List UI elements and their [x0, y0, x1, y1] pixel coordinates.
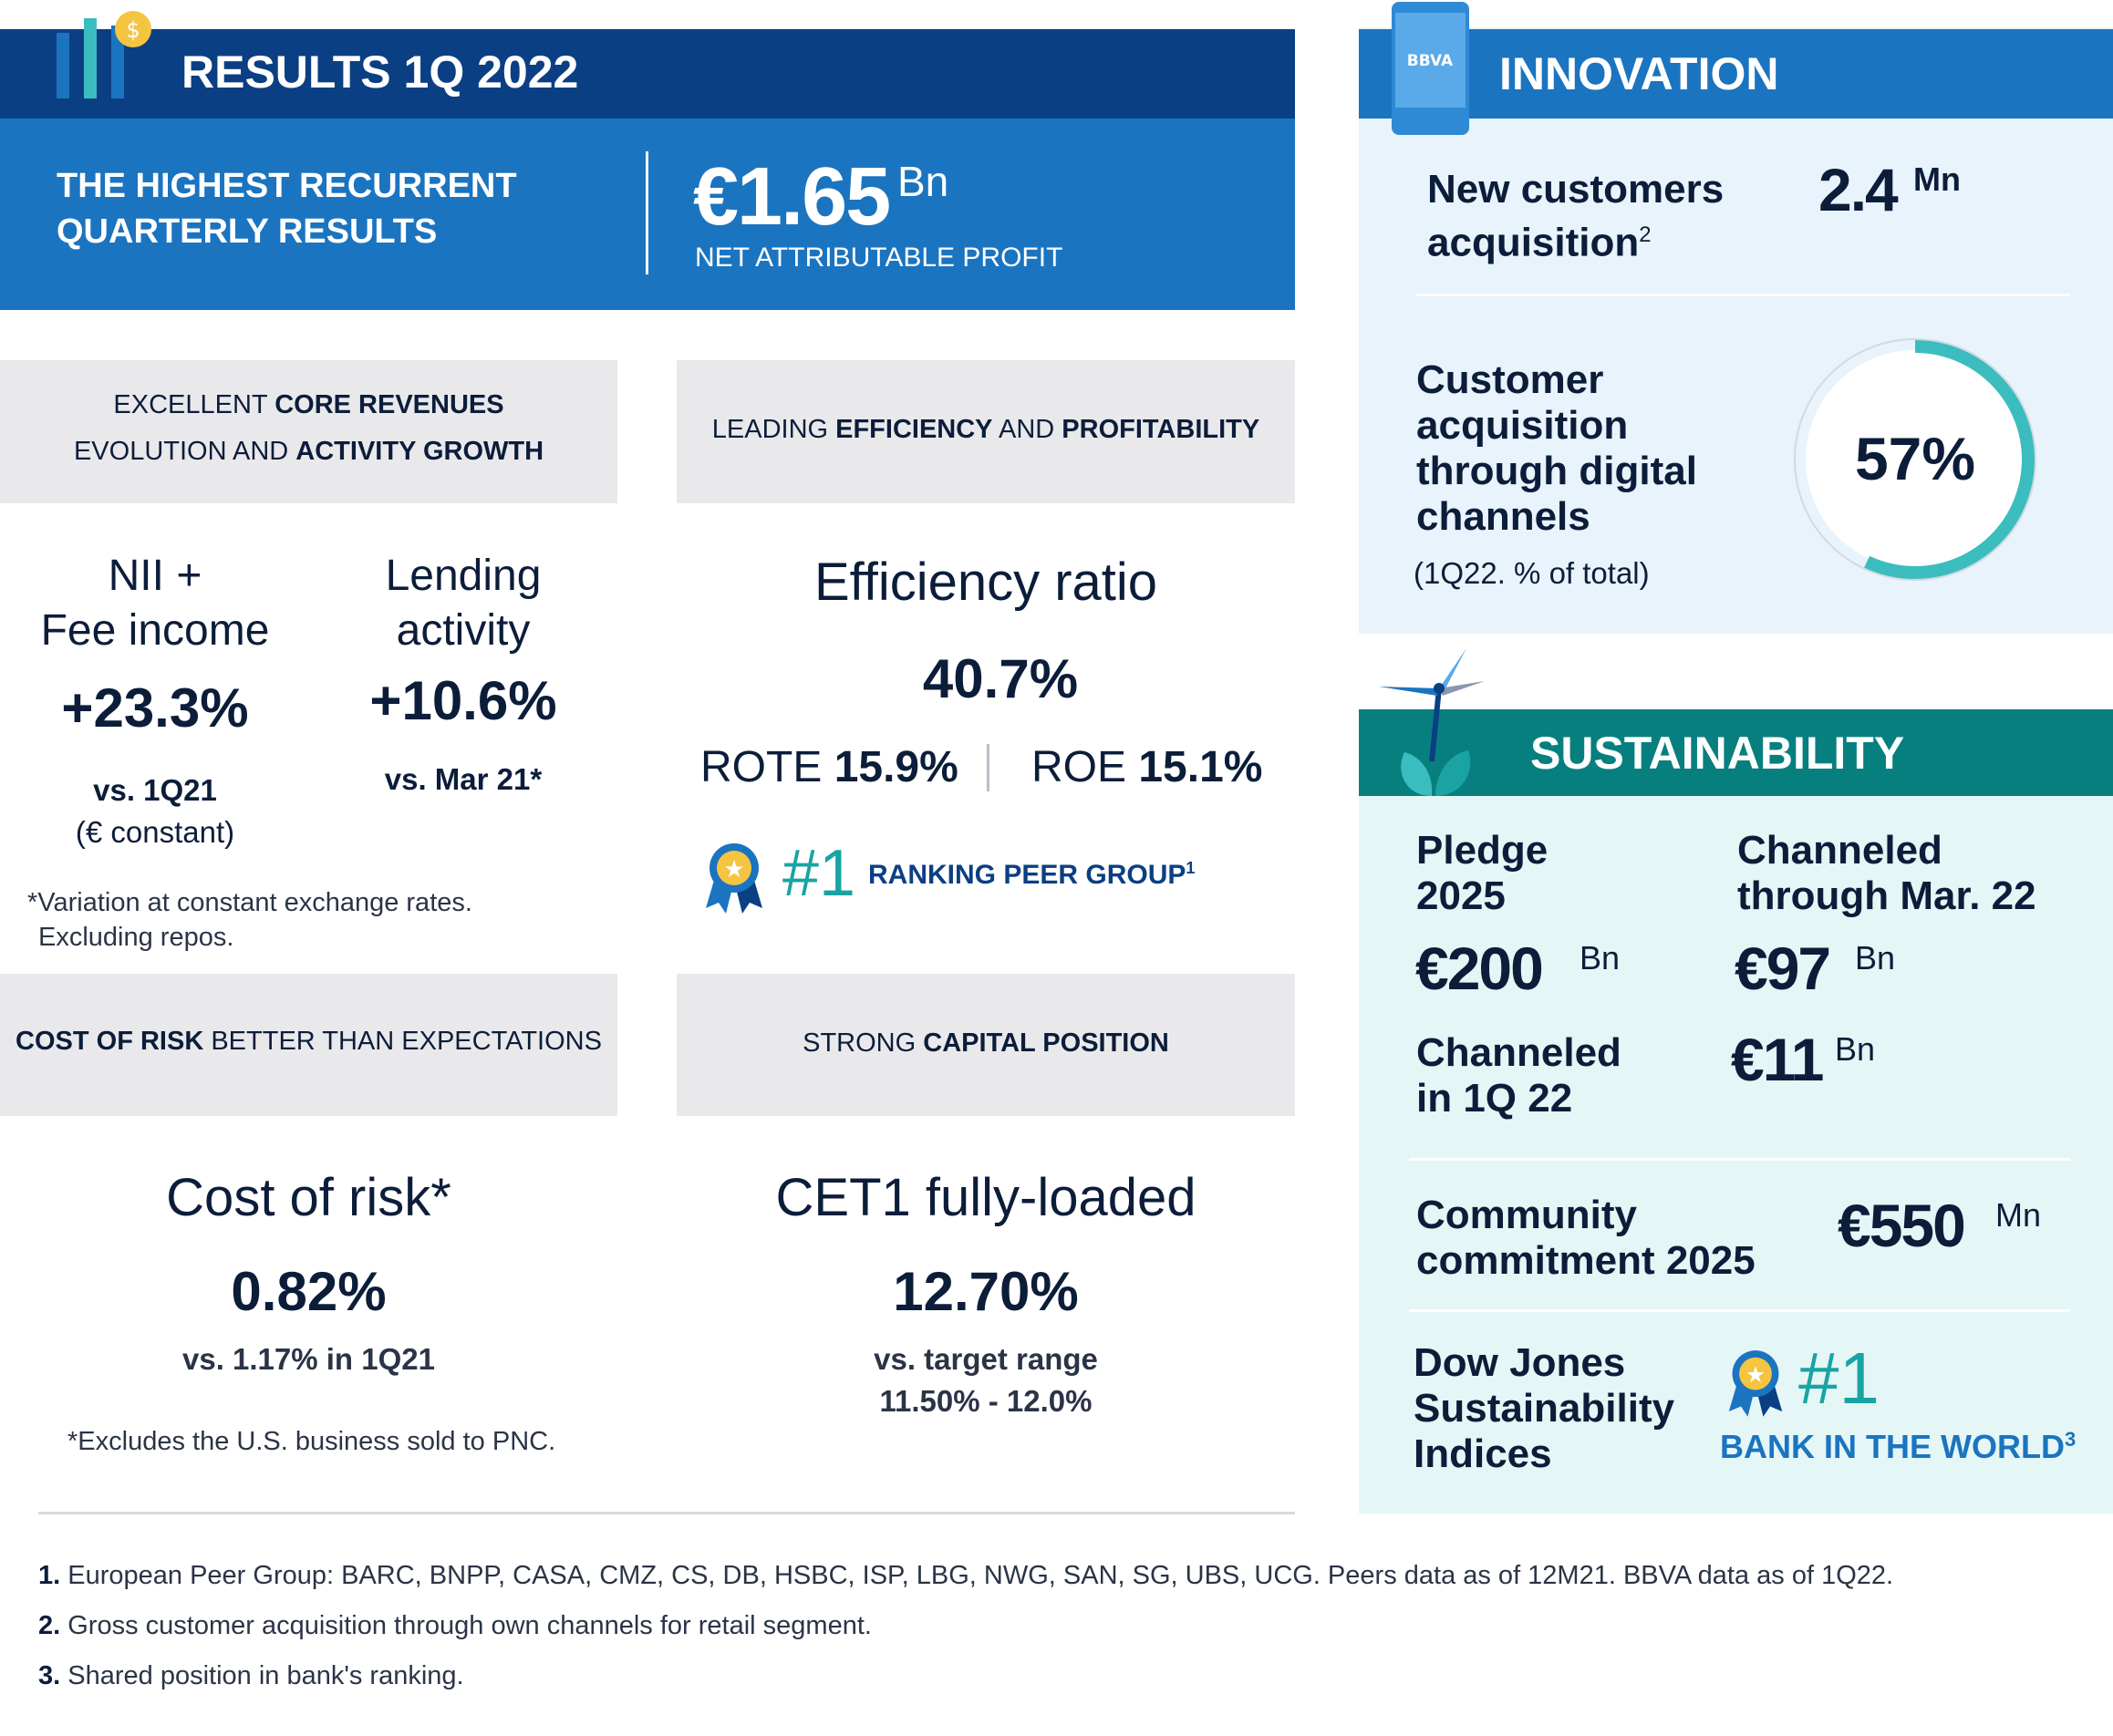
- nii-label-2: Fee income: [40, 606, 270, 655]
- cost-of-risk-footnote: *Excludes the U.S. business sold to PNC.: [67, 1427, 556, 1456]
- dj-label-3: Indices: [1414, 1431, 1552, 1476]
- innovation-divider: [1415, 294, 2070, 296]
- results-header-bar: [0, 29, 1295, 119]
- bar-chart-coin-icon: $: [57, 11, 151, 98]
- sustainability-header-bar: [1359, 709, 2113, 796]
- channeled-mar-unit: Bn: [1855, 939, 1896, 976]
- core-revenues-heading-2: EVOLUTION AND ACTIVITY GROWTH: [73, 437, 544, 466]
- cost-of-risk-heading: COST OF RISK BETTER THAN EXPECTATIONS: [16, 1027, 602, 1056]
- cet1-note-1: vs. target range: [874, 1342, 1098, 1376]
- channeled-mar-label-2: through Mar. 22: [1737, 873, 2036, 918]
- svg-text:★: ★: [723, 856, 744, 884]
- wind-turbine-plant-icon: [1379, 648, 1485, 796]
- dj-label-1: Dow Jones: [1414, 1340, 1626, 1385]
- efficiency-value: 40.7%: [922, 648, 1079, 709]
- digital-label-4: channels: [1416, 494, 1590, 539]
- innovation-title: INNOVATION: [1499, 48, 1779, 99]
- community-value: €550: [1838, 1192, 1966, 1259]
- profit-value: €1.65: [693, 151, 891, 243]
- headline-line1: THE HIGHEST RECURRENT: [57, 167, 517, 205]
- roe-metric: ROE 15.1%: [1031, 743, 1263, 791]
- cet1-note-2: 11.50% - 12.0%: [879, 1384, 1093, 1418]
- new-customers-label-1: New customers: [1427, 167, 1725, 212]
- digital-share-donut: 57%: [1794, 338, 2036, 581]
- nii-note-1: vs. 1Q21: [93, 773, 217, 807]
- headline-divider: [646, 151, 648, 274]
- sustainability-divider-1: [1409, 1158, 2070, 1161]
- efficiency-label: Efficiency ratio: [813, 553, 1158, 612]
- profit-label: NET ATTRIBUTABLE PROFIT: [695, 243, 1063, 273]
- digital-label-3: through digital: [1416, 449, 1697, 493]
- channeled-q-value: €11: [1731, 1026, 1824, 1093]
- channeled-q-label-2: in 1Q 22: [1416, 1076, 1573, 1121]
- cost-of-risk-value: 0.82%: [231, 1261, 387, 1322]
- pledge-value: €200: [1415, 935, 1544, 1002]
- lending-label-2: activity: [396, 606, 531, 655]
- footnote-2: 2. Gross customer acquisition through ow…: [38, 1611, 872, 1640]
- svg-text:★: ★: [1745, 1361, 1766, 1388]
- new-customers-label-2: acquisition2: [1427, 220, 1652, 265]
- dj-label-2: Sustainability: [1414, 1386, 1675, 1431]
- cost-of-risk-note: vs. 1.17% in 1Q21: [181, 1342, 435, 1376]
- efficiency-box: [677, 360, 1295, 503]
- sustainability-divider-2: [1409, 1309, 2070, 1312]
- results-title: RESULTS 1Q 2022: [181, 46, 579, 98]
- cet1-label: CET1 fully-loaded: [775, 1168, 1196, 1227]
- award-ribbon-icon: ★: [706, 843, 762, 914]
- cost-of-risk-box: [0, 974, 617, 1116]
- capital-box: [677, 974, 1295, 1116]
- nii-label-1: NII +: [108, 552, 202, 600]
- pledge-label-2: 2025: [1416, 873, 1506, 918]
- efficiency-heading: LEADING EFFICIENCY AND PROFITABILITY: [711, 415, 1260, 444]
- lending-note: vs. Mar 21*: [384, 762, 543, 796]
- award-ribbon-icon: ★: [1728, 1350, 1783, 1417]
- channeled-q-unit: Bn: [1835, 1030, 1876, 1068]
- dj-rank-text: BANK IN THE WORLD3: [1720, 1428, 2077, 1465]
- rote-roe-divider: [987, 744, 989, 791]
- phone-icon: BBVA: [1392, 2, 1469, 135]
- peer-rank-text: RANKING PEER GROUP1: [868, 859, 1196, 890]
- nii-note-2: (€ constant): [75, 815, 235, 849]
- footnote-1: 1. European Peer Group: BARC, BNPP, CASA…: [38, 1561, 1894, 1590]
- peer-rank-number: #1: [782, 837, 856, 910]
- digital-note: (1Q22. % of total): [1414, 556, 1650, 590]
- cet1-value: 12.70%: [893, 1261, 1079, 1322]
- new-customers-value: 2.4: [1818, 156, 1899, 223]
- bbva-logo-text: BBVA: [1407, 52, 1454, 70]
- pledge-label-1: Pledge: [1416, 828, 1548, 873]
- channeled-mar-value: €97: [1735, 935, 1831, 1002]
- sustainability-title: SUSTAINABILITY: [1530, 728, 1905, 779]
- community-unit: Mn: [1995, 1196, 2042, 1234]
- innovation-header-bar: [1359, 29, 2113, 119]
- digital-label-2: acquisition: [1416, 403, 1629, 448]
- capital-heading: STRONG CAPITAL POSITION: [803, 1028, 1169, 1058]
- lending-value: +10.6%: [369, 670, 557, 731]
- community-label-1: Community: [1416, 1193, 1637, 1237]
- dj-rank-number: #1: [1798, 1338, 1880, 1419]
- donut-progress-arc: [1796, 340, 2035, 579]
- digital-label-1: Customer: [1416, 357, 1604, 402]
- channeled-mar-label-1: Channeled: [1737, 828, 1942, 873]
- profit-unit: Bn: [897, 158, 949, 205]
- cost-of-risk-label: Cost of risk*: [166, 1168, 451, 1227]
- core-footnote-2: Excluding repos.: [38, 923, 234, 952]
- core-revenues-box: [0, 360, 617, 503]
- footnote-3: 3. Shared position in bank's ranking.: [38, 1661, 464, 1690]
- nii-value: +23.3%: [61, 677, 249, 739]
- footnote-divider: [38, 1512, 1295, 1514]
- rote-metric: ROTE 15.9%: [700, 743, 958, 791]
- core-revenues-heading-1: EXCELLENT CORE REVENUES: [113, 390, 504, 419]
- svg-text:$: $: [126, 17, 140, 43]
- donut-center: [1806, 350, 2025, 569]
- community-label-2: commitment 2025: [1416, 1238, 1756, 1283]
- headline-line2: QUARTERLY RESULTS: [57, 212, 438, 251]
- channeled-q-label-1: Channeled: [1416, 1030, 1621, 1075]
- donut-track: [1794, 338, 2036, 581]
- core-footnote-1: *Variation at constant exchange rates.: [27, 888, 472, 917]
- lending-label-1: Lending: [385, 552, 542, 600]
- pledge-unit: Bn: [1580, 939, 1621, 976]
- new-customers-unit: Mn: [1913, 160, 1961, 198]
- digital-share-value: 57%: [1855, 425, 1975, 492]
